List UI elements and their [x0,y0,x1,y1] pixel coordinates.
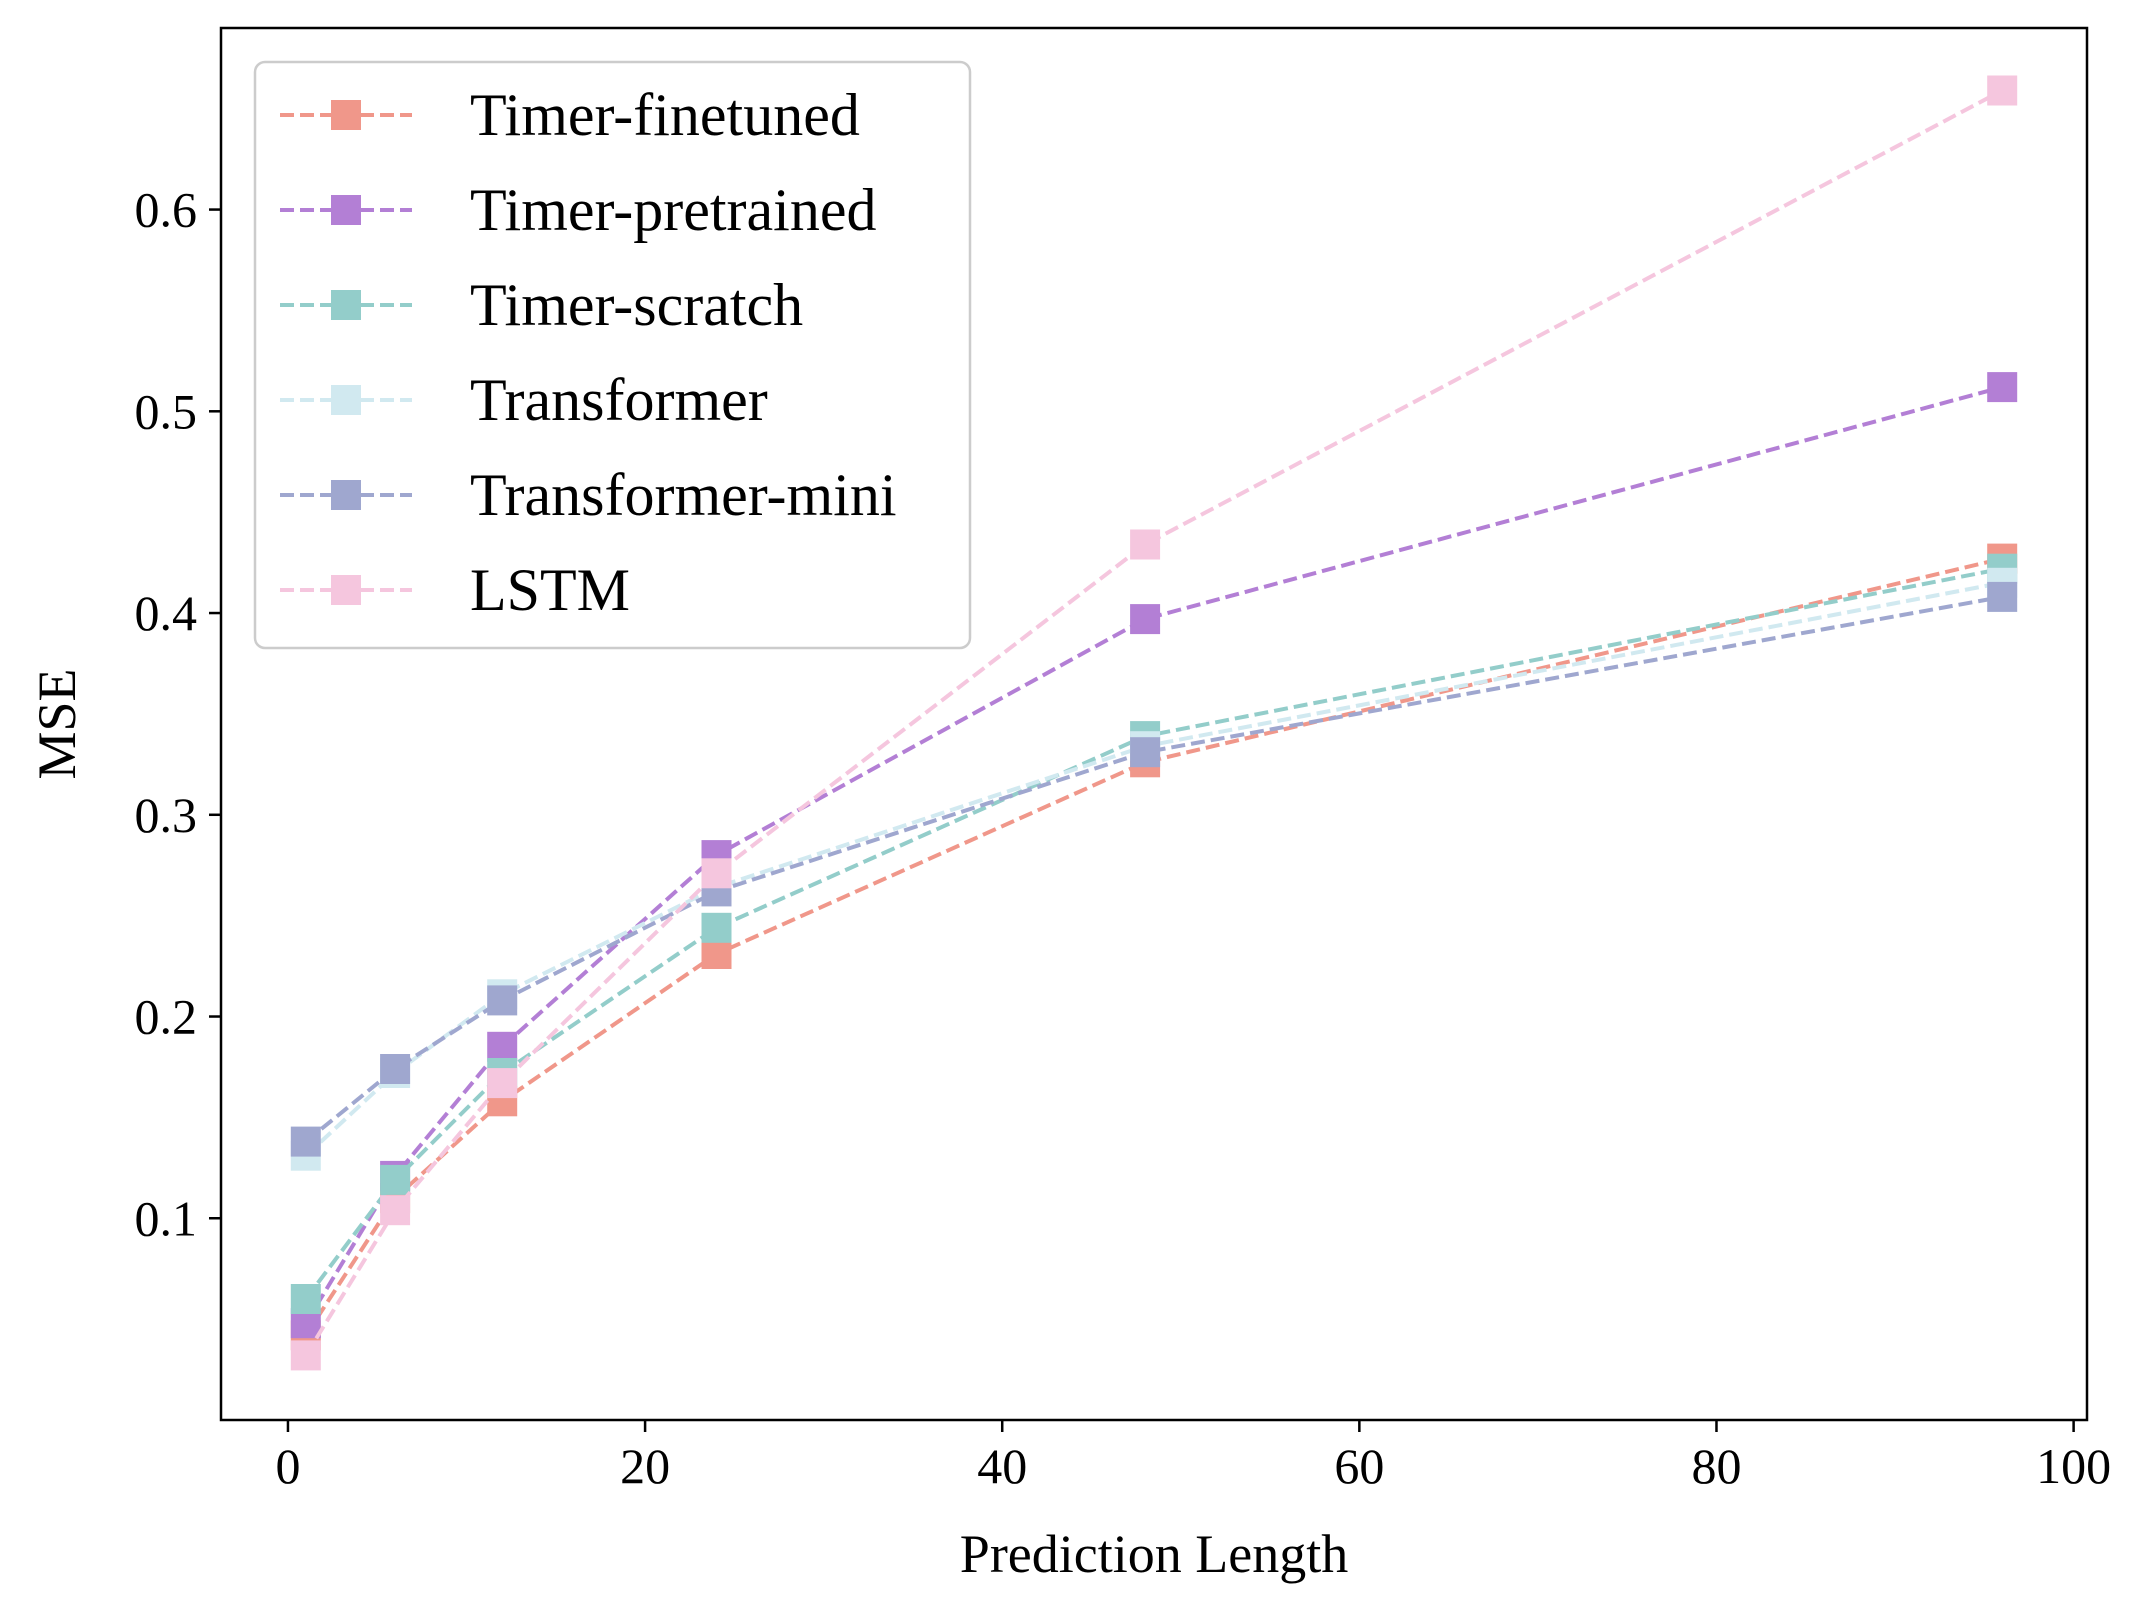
data-point [701,858,732,889]
x-axis-label: Prediction Length [960,1524,1348,1584]
y-tick-label: 0.1 [135,1190,198,1246]
legend-item: LSTM [280,557,630,623]
data-point [290,1126,321,1157]
legend-item: Timer-finetuned [280,82,860,148]
legend-label: Transformer-mini [470,462,897,528]
plot-frame [219,26,2089,1422]
series-lstm [290,75,2018,1371]
series-transformer-mini [290,581,2018,1157]
legend-box [253,60,972,650]
legend-marker [331,100,361,130]
data-point [487,985,518,1016]
data-point [487,1031,518,1062]
legend-item: Timer-pretrained [280,177,876,243]
series-line [304,594,2003,1144]
data-point [1130,529,1161,560]
data-point [1987,372,2018,403]
y-tick-label: 0.4 [135,585,198,641]
data-point [290,1284,321,1314]
data-point [1130,737,1161,768]
data-point [380,1164,411,1195]
y-axis-label: MSE [27,668,87,779]
x-tick-label: 20 [620,1438,670,1494]
x-tick-label: 80 [1691,1438,1741,1494]
x-tick-label: 100 [2036,1438,2111,1494]
y-tick-label: 0.5 [135,383,198,439]
legend-marker [331,480,361,510]
x-axis: 0 20 40 60 80 100 [275,1420,2111,1494]
series-line [304,88,2004,1357]
legend-label: Timer-scratch [470,272,803,338]
series-layer [290,75,2018,1371]
x-tick-label: 40 [977,1438,1027,1494]
legend-label: LSTM [470,557,630,623]
data-point [487,1068,518,1099]
legend-marker [331,195,361,225]
series-line [304,556,2003,1337]
legend-item: Timer-scratch [280,272,803,338]
legend-label: Timer-finetuned [470,82,860,148]
legend-label: Timer-pretrained [470,177,876,243]
x-tick-label: 60 [1334,1438,1384,1494]
legend-marker [331,290,361,320]
y-tick-label: 0.6 [135,182,198,238]
legend-label: Transformer [470,367,768,433]
y-tick-label: 0.2 [135,989,198,1045]
data-point [1987,75,2018,106]
legend-item: Transformer-mini [280,462,897,528]
legend: Timer-finetuned Timer-pretrained Timer-scr… [253,60,972,650]
y-tick-label: 0.3 [135,787,198,843]
data-point [701,912,732,943]
data-point [1987,581,2018,612]
legend-marker [331,575,361,605]
data-point [1130,604,1161,635]
data-point [380,1054,411,1084]
data-point [380,1195,411,1226]
x-tick-label: 0 [275,1438,300,1494]
data-point [290,1340,321,1371]
legend-item: Transformer [280,367,768,433]
data-point [701,939,732,969]
y-axis: 0.1 0.2 0.3 0.4 0.5 0.6 [135,182,221,1246]
legend-marker [331,385,361,415]
